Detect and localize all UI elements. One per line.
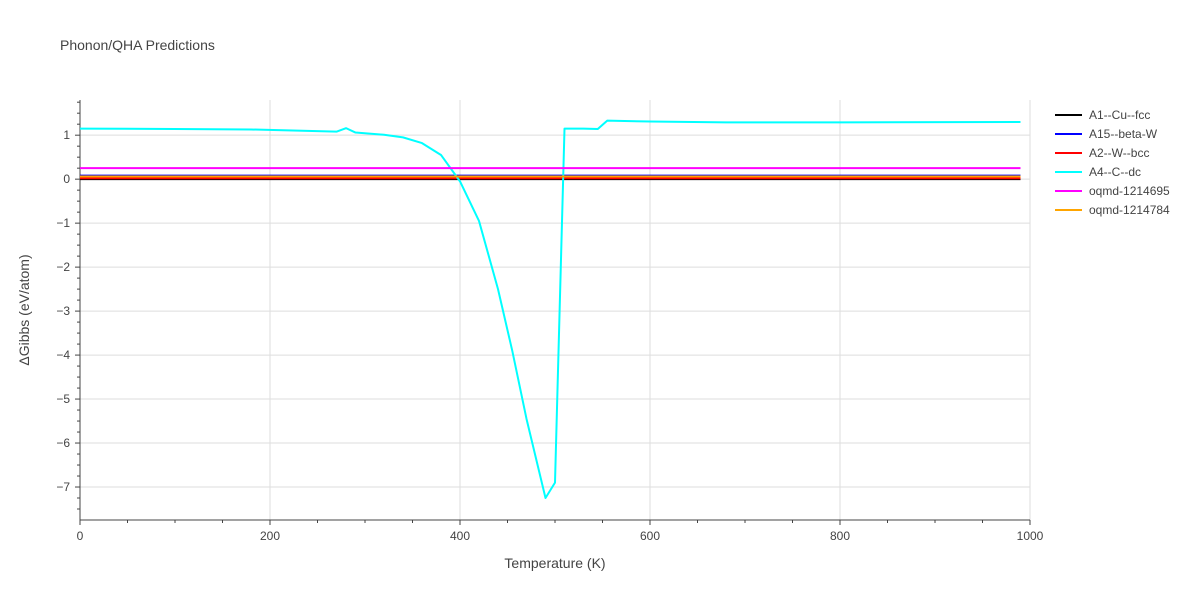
- y-tick-label: 0: [63, 172, 70, 186]
- x-tick-label: 800: [830, 529, 850, 543]
- x-axis-title: Temperature (K): [504, 555, 605, 571]
- legend-label: A2--W--bcc: [1089, 146, 1149, 160]
- legend-item[interactable]: A2--W--bcc: [1055, 146, 1149, 160]
- y-tick-label: −3: [56, 304, 70, 318]
- y-tick-label: −2: [56, 260, 70, 274]
- legend-item[interactable]: A1--Cu--fcc: [1055, 108, 1150, 122]
- x-tick-label: 600: [640, 529, 660, 543]
- legend-label: oqmd-1214784: [1089, 203, 1170, 217]
- legend[interactable]: A1--Cu--fcc A15--beta-W A2--W--bcc A4--C--d…: [1055, 108, 1170, 217]
- y-tick-label: −1: [56, 216, 70, 230]
- y-tick-label: −6: [56, 436, 70, 450]
- legend-label: A15--beta-W: [1089, 127, 1158, 141]
- plot-area: [79, 119, 1021, 500]
- axes-layer: 0 200 400 600 800 1000 1 0 −1 −2 −3 −4 −5 −6 −7: [56, 100, 1044, 543]
- legend-item[interactable]: A15--beta-W: [1055, 127, 1158, 141]
- legend-item[interactable]: A4--C--dc: [1055, 165, 1141, 179]
- grid-layer: [80, 100, 1031, 520]
- x-tick-label: 200: [260, 529, 280, 543]
- chart-title: Phonon/QHA Predictions: [60, 37, 215, 53]
- y-tick-label: −4: [56, 348, 70, 362]
- legend-label: A1--Cu--fcc: [1089, 108, 1150, 122]
- legend-item[interactable]: oqmd-1214695: [1055, 184, 1170, 198]
- legend-label: oqmd-1214695: [1089, 184, 1170, 198]
- legend-item[interactable]: oqmd-1214784: [1055, 203, 1170, 217]
- y-tick-label: 1: [63, 128, 70, 142]
- y-tick-label: −5: [56, 392, 70, 406]
- series-line-a4-c-dc[interactable]: [79, 119, 1021, 500]
- y-axis-title: ΔGibbs (eV/atom): [16, 254, 32, 365]
- y-tick-label: −7: [56, 480, 70, 494]
- x-tick-label: 400: [450, 529, 470, 543]
- x-tick-label: 1000: [1017, 529, 1044, 543]
- legend-label: A4--C--dc: [1089, 165, 1141, 179]
- x-tick-label: 0: [77, 529, 84, 543]
